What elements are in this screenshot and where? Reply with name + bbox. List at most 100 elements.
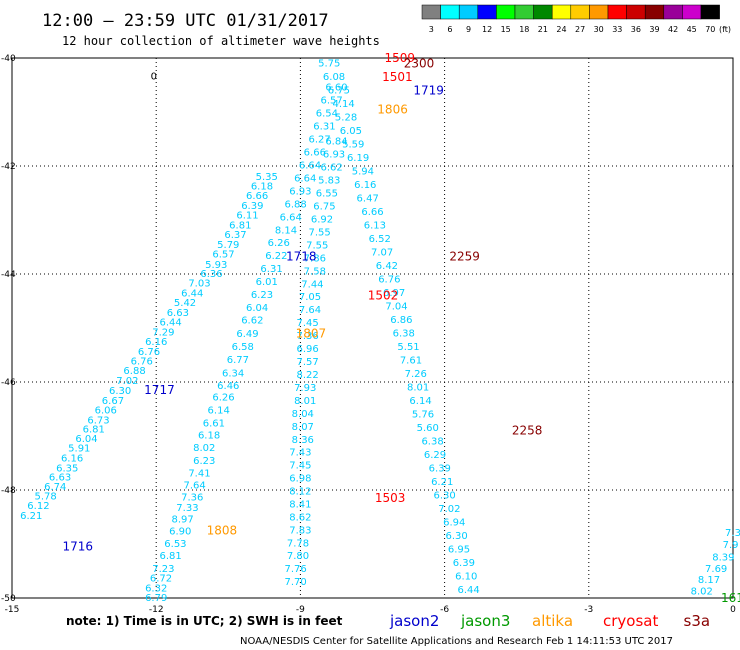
wave-height-point: 6.26 xyxy=(268,238,290,249)
legend-label-45: 45 xyxy=(687,25,697,34)
pass-label-1717: 1717 xyxy=(144,383,175,397)
wave-height-point: 6.04 xyxy=(246,303,268,314)
wave-height-point: 6.26 xyxy=(212,393,234,404)
wave-height-point: 6.35 xyxy=(56,463,78,474)
wave-height-point: 6.42 xyxy=(376,261,398,272)
wave-height-point: 6.79 xyxy=(145,593,167,604)
wave-height-point: 7.80 xyxy=(287,551,309,562)
wave-height-point: 7.33 xyxy=(176,503,198,514)
wave-height-point: 6.44 xyxy=(458,585,480,596)
footer-note: note: 1) Time is in UTC; 2) SWH is in fe… xyxy=(66,614,343,628)
wave-height-point: 6.23 xyxy=(193,456,215,467)
track-1716-1718: 6.216.125.786.746.636.356.165.916.046.81… xyxy=(20,172,278,522)
wave-height-point: 6.22 xyxy=(265,251,287,262)
pass-label-1716: 1716 xyxy=(62,540,93,554)
satellite-legend: jason2 jason3 altika cryosat s3a xyxy=(389,612,710,630)
wave-height-point: 7.64 xyxy=(299,305,321,316)
wave-height-point: 6.16 xyxy=(61,454,83,465)
wave-height-point: 6.66 xyxy=(304,148,326,159)
legend-swatch-24 xyxy=(551,4,572,20)
legend-swatch-36 xyxy=(626,4,646,20)
wave-height-point: 8.41 xyxy=(289,500,311,511)
wave-height-point: 6.05 xyxy=(340,126,362,137)
wave-height-point: 7.36 xyxy=(296,331,318,342)
legend-swatch-18 xyxy=(514,4,534,20)
grid-lines xyxy=(12,58,733,598)
wave-height-point: 7.86 xyxy=(304,253,326,264)
wave-height-point: 7.69 xyxy=(705,564,727,575)
wave-height-point: 6.10 xyxy=(455,571,477,582)
wave-height-point: 6.73 xyxy=(87,415,109,426)
wave-height-point: 6.31 xyxy=(260,264,282,275)
wave-height-point: 7.07 xyxy=(371,247,393,258)
track-1503-1502: 7.70 7.76 7.80 7.787.83 8.62 8.41 8.12 6.98 7.45… xyxy=(284,137,347,588)
wave-height-point: 7.64 xyxy=(184,481,206,492)
wave-height-point: 6.14 xyxy=(208,406,230,417)
wave-height-point: 6.14 xyxy=(409,396,431,407)
wave-height-point: 6.75 xyxy=(328,85,350,96)
wave-height-point: 6.18 xyxy=(198,430,220,441)
wave-height-point: 6.44 xyxy=(181,288,203,299)
wave-height-point: 5.83 xyxy=(318,176,340,187)
legend-label-30: 30 xyxy=(594,25,604,34)
pass-label-1808: 1808 xyxy=(207,524,238,538)
legend-label-3: 3 xyxy=(429,25,434,34)
annotations: 0 xyxy=(151,72,157,83)
wave-height-point: 6.72 xyxy=(150,574,172,585)
wave-height-point: 6.39 xyxy=(453,558,475,569)
y-tick-label: -42 xyxy=(1,162,16,172)
annotation-mark: 0 xyxy=(151,72,157,83)
legend-label-24: 24 xyxy=(556,25,566,34)
wave-height-point: 6.55 xyxy=(316,189,338,200)
plot-area: -15 -12 -9 -6 -3 0 -50-48-46-44-42-40 6.216.1… xyxy=(1,51,740,615)
wave-height-point: 5.93 xyxy=(205,260,227,271)
wave-height-point: 6.63 xyxy=(49,473,71,484)
wave-height-point: 5.75 xyxy=(318,58,340,69)
wave-height-point: 6.77 xyxy=(227,355,249,366)
wave-height-point: 5.91 xyxy=(68,443,90,454)
wave-height-point: 6.75 xyxy=(313,202,335,213)
legend-label-9: 9 xyxy=(466,25,471,34)
y-tick-label: -48 xyxy=(1,486,16,496)
wave-height-point: 5.60 xyxy=(417,423,439,434)
wave-height-point: 6.37 xyxy=(224,230,246,241)
wave-height-point: 7.43 xyxy=(289,448,311,459)
wave-height-point: 6.27 xyxy=(308,135,330,146)
wave-height-point: 6.21 xyxy=(20,511,42,522)
legend-swatch-39 xyxy=(644,4,665,20)
wave-height-point: 6.76 xyxy=(138,347,160,358)
wave-height-point: 6.76 xyxy=(378,274,400,285)
legend-swatch-33 xyxy=(607,4,627,20)
wave-height-point: 7.36 xyxy=(181,493,203,504)
wave-height-point: 7.3 xyxy=(725,528,740,539)
wave-height-point: 6.06 xyxy=(95,406,117,417)
legend-label-18: 18 xyxy=(519,25,529,34)
wave-height-point: 6.12 xyxy=(27,501,49,512)
wave-height-point: 7.04 xyxy=(385,301,407,312)
wave-height-point: 6.76 xyxy=(131,356,153,367)
legend-swatch-42 xyxy=(663,4,683,20)
wave-height-point: 8.14 xyxy=(275,225,297,236)
wave-height-point: 6.19 xyxy=(347,153,369,164)
pass-label-1719: 1719 xyxy=(413,83,444,97)
wave-height-point: 6.13 xyxy=(364,220,386,231)
wave-height-point: 6.88 xyxy=(284,199,306,210)
satellite-altika: altika xyxy=(532,612,573,630)
pass-label-2259: 2259 xyxy=(449,250,480,264)
legend-swatch-45 xyxy=(682,4,702,20)
wave-height-point: 5.78 xyxy=(35,491,57,502)
wave-height-point: 5.59 xyxy=(342,139,364,150)
chart-subtitle: 12 hour collection of altimeter wave hei… xyxy=(62,34,380,48)
wave-height-point: 6.66 xyxy=(246,191,268,202)
wave-height-point: 6.39 xyxy=(429,463,451,474)
wave-height-point: 6.49 xyxy=(236,329,258,340)
wave-height-point: 6.81 xyxy=(159,551,181,562)
wave-height-point: 7.55 xyxy=(306,240,328,251)
y-axis-ticks: -50 -48 -46 -44 -42 -40 xyxy=(1,54,16,604)
wave-height-point: 8.17 xyxy=(698,575,720,586)
wave-height-point: 8.04 xyxy=(292,409,314,420)
pass-label-1502: 1502 xyxy=(368,289,399,303)
wave-height-point: 8.39 xyxy=(712,553,734,564)
plot-frame xyxy=(11,57,734,599)
pass-label-2258: 2258 xyxy=(512,424,543,438)
